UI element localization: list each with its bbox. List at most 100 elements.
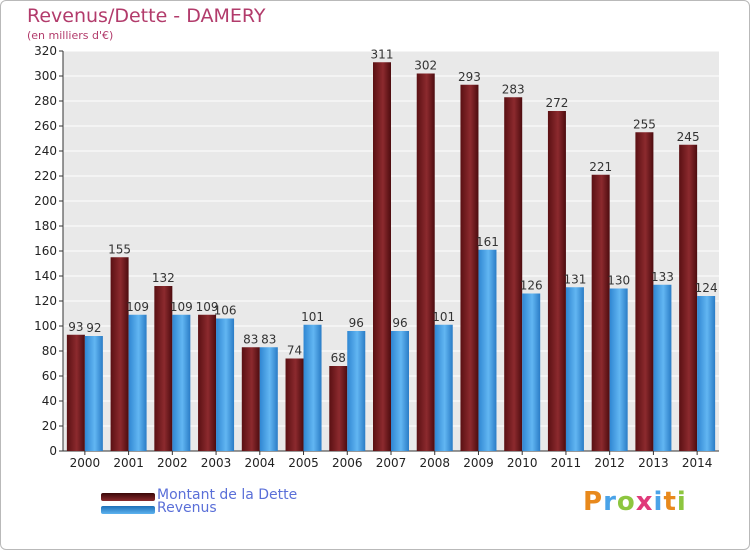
y-tick-label: 80 [42,344,57,358]
y-tick-label: 280 [34,94,57,108]
data-label-revenue: 106 [214,304,237,318]
bar-debt [373,62,391,451]
bar-debt [154,286,173,451]
x-tick-label: 2009 [463,456,494,470]
bar-debt [198,314,217,451]
proxiti-logo: Proxiti [583,487,687,517]
x-tick-label: 2000 [70,456,101,470]
logo-letter: P [583,487,604,517]
y-tick-label: 20 [42,419,57,433]
x-tick-label: 2002 [157,456,188,470]
data-label-debt: 293 [458,70,481,84]
data-label-revenue: 101 [301,310,324,324]
y-tick-label: 200 [34,194,57,208]
data-label-debt: 221 [589,160,612,174]
logo-letter: o [616,487,636,517]
legend-swatch-revenue [101,506,155,514]
data-label-debt: 245 [677,130,700,144]
data-label-revenue: 109 [126,300,149,314]
y-tick-label: 320 [34,44,57,58]
data-label-revenue: 133 [651,270,674,284]
bar-debt [285,358,304,451]
x-tick-label: 2013 [638,456,669,470]
bar-revenue [609,288,628,451]
data-label-revenue: 161 [476,235,499,249]
data-label-debt: 93 [68,320,83,334]
bar-debt [66,334,85,451]
bar-debt [504,97,523,451]
data-label-revenue: 130 [607,274,630,288]
bar-revenue [391,331,409,451]
legend-label-revenue: Revenus [157,500,217,516]
logo-letter: r [603,487,617,517]
x-tick-label: 2001 [113,456,144,470]
data-label-revenue: 126 [520,279,543,293]
x-tick-label: 2005 [288,456,319,470]
y-tick-label: 40 [42,394,57,408]
y-tick-label: 0 [49,444,57,458]
bar-revenue [565,287,584,451]
data-label-revenue: 96 [392,316,407,330]
chart-title: Revenus/Dette - DAMERY [27,5,266,27]
bar-revenue [216,318,235,451]
data-label-revenue: 92 [86,321,101,335]
data-label-debt: 74 [287,344,302,358]
y-tick-label: 60 [42,369,57,383]
x-tick-label: 2004 [245,456,276,470]
logo-letter: t [663,487,677,517]
data-label-revenue: 124 [695,281,718,295]
y-tick-label: 140 [34,269,57,283]
y-tick-label: 260 [34,119,57,133]
bar-debt [416,73,435,451]
data-label-revenue: 101 [432,310,455,324]
x-tick-label: 2012 [594,456,625,470]
x-tick-label: 2014 [682,456,713,470]
y-tick-label: 300 [34,69,57,83]
legend-swatch-debt [101,493,155,501]
x-tick-label: 2011 [551,456,582,470]
bar-revenue [697,296,716,451]
data-label-revenue: 109 [170,300,193,314]
y-tick-label: 240 [34,144,57,158]
logo-letter: x [635,487,654,517]
bar-debt [241,347,260,451]
bar-revenue [172,314,191,451]
bar-revenue [303,324,322,451]
data-label-debt: 109 [196,300,219,314]
y-tick-label: 180 [34,219,57,233]
data-label-debt: 68 [331,351,346,365]
bar-revenue [522,293,541,451]
bar-debt [329,366,348,451]
bar-debt [460,84,479,451]
bar-debt [635,132,654,451]
x-tick-label: 2010 [507,456,538,470]
bar-revenue [128,314,147,451]
logo-letter: i [676,487,687,517]
legend-label-debt: Montant de la Dette [157,487,298,503]
bar-revenue [478,249,497,451]
x-tick-label: 2003 [201,456,232,470]
data-label-debt: 283 [502,82,525,96]
data-label-debt: 272 [545,96,568,110]
y-tick-label: 120 [34,294,57,308]
chart-subtitle: (en milliers d'€) [27,29,114,42]
bar-revenue [84,336,103,451]
y-tick-label: 100 [34,319,57,333]
bar-debt [679,144,698,451]
bar-debt [110,257,129,451]
bar-revenue [347,331,366,451]
x-tick-label: 2007 [376,456,407,470]
data-label-revenue: 131 [563,272,586,286]
bar-revenue [434,324,453,451]
data-label-revenue: 96 [349,316,364,330]
bar-debt [547,111,566,451]
bar-revenue [259,347,278,451]
logo-letter: i [653,487,664,517]
y-tick-label: 160 [34,244,57,258]
y-tick-label: 220 [34,169,57,183]
data-label-debt: 255 [633,117,656,131]
bar-debt [591,174,610,451]
x-tick-label: 2008 [419,456,450,470]
